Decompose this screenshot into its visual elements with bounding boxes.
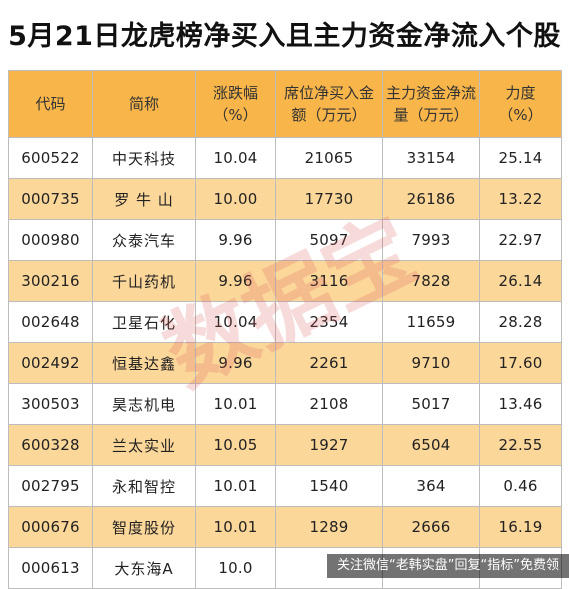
cell-strength: 22.97 (479, 219, 562, 261)
cell-net-buy: 1540 (275, 465, 383, 507)
cell-change: 9.96 (195, 219, 276, 261)
cell-change: 10.04 (195, 137, 276, 179)
cell-code: 002648 (8, 301, 93, 343)
table-row: 600522 中天科技 10.04 21065 33154 25.14 (8, 137, 562, 179)
cell-change: 10.01 (195, 506, 276, 548)
cell-name: 罗 牛 山 (92, 178, 196, 220)
cell-change: 10.04 (195, 301, 276, 343)
cell-name: 千山药机 (92, 260, 196, 302)
cell-code: 002795 (8, 465, 93, 507)
cell-code: 000735 (8, 178, 93, 220)
cell-main-flow: 5017 (382, 383, 480, 425)
cell-main-flow: 9710 (382, 342, 480, 384)
cell-name: 中天科技 (92, 137, 196, 179)
cell-net-buy: 5097 (275, 219, 383, 261)
cell-strength: 28.28 (479, 301, 562, 343)
cell-main-flow: 6504 (382, 424, 480, 466)
cell-strength: 25.14 (479, 137, 562, 179)
cell-name: 恒基达鑫 (92, 342, 196, 384)
cell-strength: 26.14 (479, 260, 562, 302)
table-row: 002795 永和智控 10.01 1540 364 0.46 (8, 465, 562, 507)
cell-net-buy: 2354 (275, 301, 383, 343)
cell-change: 9.96 (195, 342, 276, 384)
header-strength: 力度 （%） (479, 70, 562, 138)
table-row: 000735 罗 牛 山 10.00 17730 26186 13.22 (8, 178, 562, 220)
cell-name: 卫星石化 (92, 301, 196, 343)
table-row: 000980 众泰汽车 9.96 5097 7993 22.97 (8, 219, 562, 261)
cell-main-flow: 33154 (382, 137, 480, 179)
cell-change: 10.0 (195, 547, 276, 589)
table-header-row: 代码 简称 涨跌幅 （%） 席位净买入金 额（万元） 主力资金净流 量（万元） 力度（… (8, 70, 562, 138)
cell-name: 昊志机电 (92, 383, 196, 425)
cell-change: 10.01 (195, 465, 276, 507)
header-net-buy: 席位净买入金 额（万元） (275, 70, 383, 138)
cell-code: 300503 (8, 383, 93, 425)
cell-main-flow: 7993 (382, 219, 480, 261)
cell-name: 众泰汽车 (92, 219, 196, 261)
cell-net-buy: 3116 (275, 260, 383, 302)
header-code: 代码 (8, 70, 93, 138)
cell-change: 10.05 (195, 424, 276, 466)
cell-net-buy: 1289 (275, 506, 383, 548)
cell-net-buy: 21065 (275, 137, 383, 179)
cell-code: 600522 (8, 137, 93, 179)
table-row: 000676 智度股份 10.01 1289 2666 16.19 (8, 506, 562, 548)
cell-code: 000980 (8, 219, 93, 261)
cell-change: 10.00 (195, 178, 276, 220)
cell-name: 大东海A (92, 547, 196, 589)
cell-main-flow: 364 (382, 465, 480, 507)
table-row: 002492 恒基达鑫 9.96 2261 9710 17.60 (8, 342, 562, 384)
table-row: 002648 卫星石化 10.04 2354 11659 28.28 (8, 301, 562, 343)
cell-net-buy: 2261 (275, 342, 383, 384)
page-title: 5月21日龙虎榜净买入且主力资金净流入个股 (8, 20, 561, 52)
cell-code: 000613 (8, 547, 93, 589)
stock-table: 代码 简称 涨跌幅 （%） 席位净买入金 额（万元） 主力资金净流 量（万元） 力度（… (8, 70, 562, 589)
table-row: 300503 昊志机电 10.01 2108 5017 13.46 (8, 383, 562, 425)
cell-strength: 17.60 (479, 342, 562, 384)
footer-banner: 关注微信“老韩实盘”回复“指标”免费领 (327, 554, 569, 578)
header-main-flow: 主力资金净流 量（万元） (382, 70, 480, 138)
cell-main-flow: 11659 (382, 301, 480, 343)
cell-code: 600328 (8, 424, 93, 466)
header-name: 简称 (92, 70, 196, 138)
cell-name: 永和智控 (92, 465, 196, 507)
cell-strength: 13.46 (479, 383, 562, 425)
table-row: 300216 千山药机 9.96 3116 7828 26.14 (8, 260, 562, 302)
cell-code: 002492 (8, 342, 93, 384)
cell-main-flow: 26186 (382, 178, 480, 220)
cell-main-flow: 7828 (382, 260, 480, 302)
header-change: 涨跌幅 （%） (195, 70, 276, 138)
cell-main-flow: 2666 (382, 506, 480, 548)
cell-name: 智度股份 (92, 506, 196, 548)
cell-change: 10.01 (195, 383, 276, 425)
cell-strength: 0.46 (479, 465, 562, 507)
table-row: 600328 兰太实业 10.05 1927 6504 22.55 (8, 424, 562, 466)
cell-change: 9.96 (195, 260, 276, 302)
cell-net-buy: 2108 (275, 383, 383, 425)
cell-net-buy: 1927 (275, 424, 383, 466)
cell-name: 兰太实业 (92, 424, 196, 466)
cell-strength: 22.55 (479, 424, 562, 466)
cell-strength: 13.22 (479, 178, 562, 220)
cell-strength: 16.19 (479, 506, 562, 548)
cell-code: 000676 (8, 506, 93, 548)
cell-net-buy: 17730 (275, 178, 383, 220)
cell-code: 300216 (8, 260, 93, 302)
